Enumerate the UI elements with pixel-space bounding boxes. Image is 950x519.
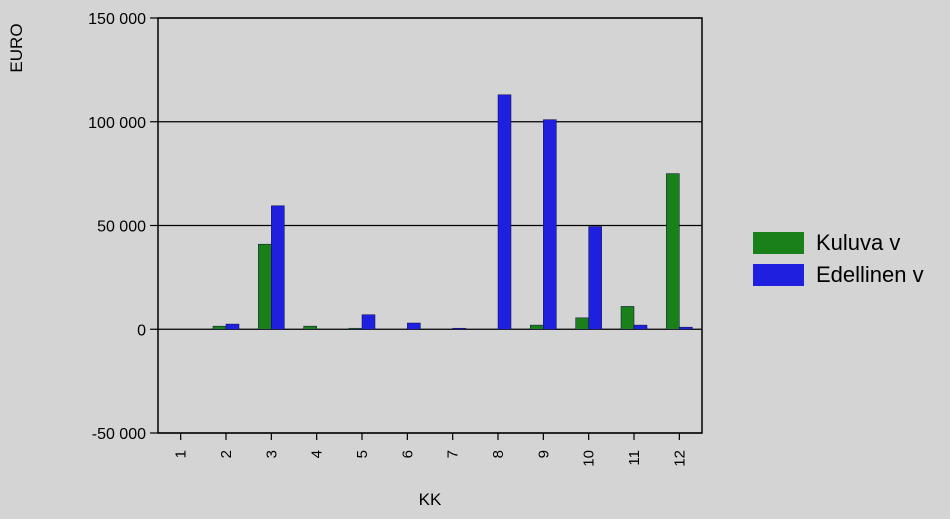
legend-label: Kuluva v [816,230,900,255]
bar-edellinen [543,119,557,330]
bar-edellinen [497,94,512,330]
bar-edellinen [361,314,376,330]
x-tick-label: 8 [490,450,507,458]
legend-label: Edellinen v [816,262,924,287]
y-axis-label: EURO [7,23,26,72]
y-tick-label: -50 000 [92,426,146,443]
x-tick-label: 4 [309,450,326,458]
x-tick-label: 9 [535,450,552,458]
bar-kuluva [303,325,317,330]
x-tick-label: 3 [263,450,280,458]
legend-swatch-kuluva [753,232,804,254]
y-tick-label: 0 [137,322,146,339]
bar-kuluva [666,173,680,330]
bar-edellinen [225,323,240,330]
y-tick-label: 50 000 [97,219,146,236]
x-tick-label: 1 [173,450,190,458]
x-tick-label: 6 [399,450,416,458]
x-tick-label: 11 [626,450,643,466]
bar-edellinen [407,322,421,330]
bar-kuluva [212,325,227,330]
legend: Kuluva v Edellinen v [753,230,924,287]
bar-kuluva [530,324,544,330]
y-tick-label: 100 000 [88,115,146,132]
x-axis-label: KK [419,490,442,509]
bar-edellinen [452,327,466,330]
x-tick-label: 7 [445,450,462,458]
x-tick-label: 10 [581,450,598,467]
bars [212,94,693,330]
gridlines [158,17,702,434]
x-tick-label: 12 [671,450,688,467]
bar-kuluva [575,317,589,330]
x-tick-label: 2 [218,450,235,458]
legend-swatch-edellinen [753,264,804,286]
bar-edellinen [679,326,693,330]
bar-kuluva [348,327,363,330]
y-tick-label: 150 000 [88,11,146,28]
bar-edellinen [588,226,602,330]
bar-edellinen [633,324,648,330]
x-tick-label: 5 [354,450,371,458]
bar-kuluva [620,306,635,330]
bar-edellinen [271,205,285,330]
bar-kuluva [258,243,272,330]
